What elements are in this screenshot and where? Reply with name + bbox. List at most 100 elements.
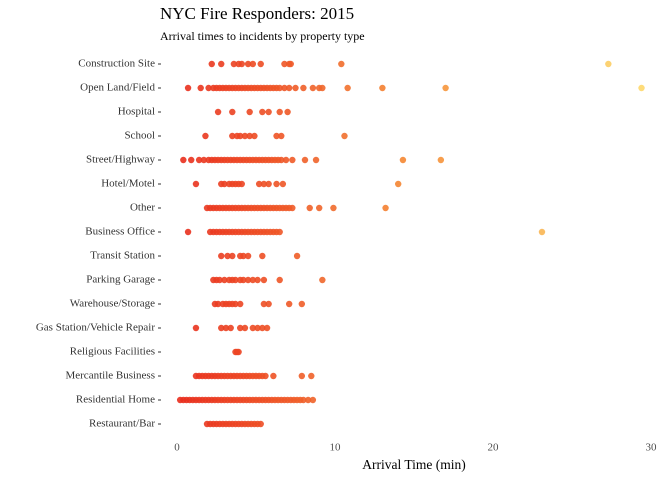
point	[276, 108, 283, 116]
point	[249, 276, 257, 284]
point	[265, 108, 272, 116]
point	[263, 324, 271, 332]
point	[200, 156, 208, 164]
point	[249, 60, 257, 68]
point	[330, 204, 337, 212]
x-tick-label: 10	[330, 442, 342, 454]
chart-subtitle: Arrival times to incidents by property t…	[160, 29, 365, 43]
point	[232, 276, 239, 284]
point	[216, 276, 223, 284]
point	[289, 156, 296, 164]
point	[298, 300, 306, 308]
point	[281, 60, 288, 68]
point	[259, 324, 266, 332]
x-axis-title: Arrival Time (min)	[362, 457, 466, 472]
point	[230, 60, 238, 68]
point	[214, 108, 222, 116]
point	[276, 84, 283, 92]
point	[285, 300, 293, 308]
y-tick-label: Other	[130, 202, 155, 214]
point	[246, 108, 253, 116]
y-tick-label: Construction Site	[78, 58, 155, 70]
point	[221, 276, 228, 284]
point	[208, 60, 215, 68]
point	[341, 132, 348, 140]
x-tick-label: 30	[646, 442, 658, 454]
point	[316, 204, 323, 212]
point	[224, 252, 231, 260]
point	[309, 84, 317, 92]
point	[192, 180, 200, 188]
point	[260, 180, 268, 188]
point	[255, 180, 263, 188]
point	[395, 180, 402, 188]
point	[240, 252, 247, 260]
y-tick-label: Transit Station	[90, 250, 155, 262]
point	[184, 84, 192, 92]
point	[605, 60, 612, 68]
point	[308, 372, 315, 380]
point	[293, 252, 301, 260]
point	[273, 180, 280, 188]
point	[260, 276, 268, 284]
point	[237, 132, 244, 140]
point	[232, 300, 239, 308]
point	[180, 156, 187, 164]
point	[282, 156, 290, 164]
point	[257, 60, 264, 68]
point	[244, 60, 252, 68]
x-tick-label: 20	[488, 442, 500, 454]
point	[289, 204, 296, 212]
point	[254, 324, 261, 332]
point	[298, 372, 306, 380]
point	[287, 60, 294, 68]
point	[309, 396, 317, 404]
chart-title: NYC Fire Responders: 2015	[160, 4, 354, 23]
point	[188, 156, 195, 164]
point	[241, 132, 249, 140]
point	[249, 324, 257, 332]
y-tick-label: Street/Highway	[86, 154, 156, 166]
point	[538, 228, 546, 236]
point	[638, 84, 645, 92]
point	[237, 324, 244, 332]
y-tick-label: Warehouse/Storage	[70, 298, 155, 310]
point	[437, 156, 445, 164]
point	[306, 204, 313, 212]
y-tick-label: Mercantile Business	[65, 370, 155, 382]
y-tick-label: School	[124, 130, 155, 142]
point	[197, 84, 204, 92]
point	[229, 108, 236, 116]
point	[279, 180, 287, 188]
point	[240, 276, 247, 284]
point	[262, 372, 269, 380]
point	[399, 156, 407, 164]
point	[229, 252, 236, 260]
y-tick-label: Business Office	[85, 226, 155, 238]
point	[304, 396, 312, 404]
point	[184, 228, 192, 236]
point	[260, 300, 268, 308]
point	[192, 324, 200, 332]
point	[205, 84, 212, 92]
point	[292, 84, 299, 92]
y-tick-label: Restaurant/Bar	[89, 418, 155, 430]
y-tick-label: Open Land/Field	[80, 82, 155, 94]
point	[319, 84, 326, 92]
y-tick-label: Religious Facilities	[70, 346, 155, 358]
y-tick-label: Residential Home	[76, 394, 155, 406]
point	[227, 324, 234, 332]
point	[251, 132, 258, 140]
point	[278, 132, 285, 140]
point	[276, 228, 283, 236]
x-tick-label: 0	[174, 442, 180, 454]
point	[278, 156, 285, 164]
point	[195, 156, 203, 164]
point	[237, 300, 244, 308]
point	[319, 276, 326, 284]
y-tick-label: Gas Station/Vehicle Repair	[36, 322, 155, 334]
y-tick-label: Parking Garage	[86, 274, 155, 286]
point	[259, 108, 266, 116]
